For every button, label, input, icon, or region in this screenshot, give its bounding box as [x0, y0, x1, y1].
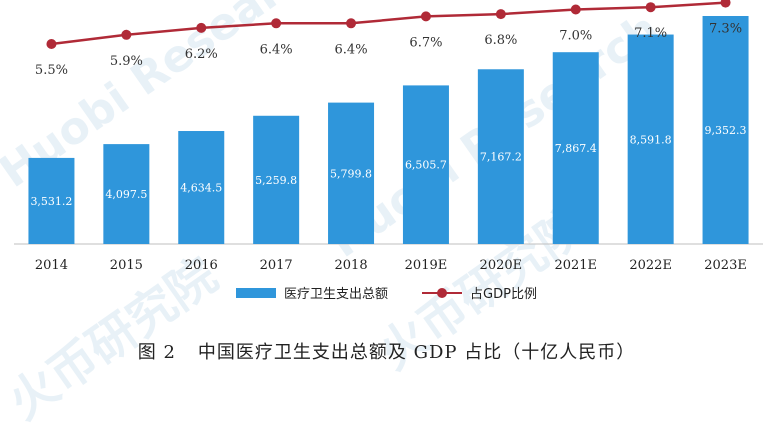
line-point	[46, 39, 57, 49]
bar-value-label: 7,867.4	[555, 142, 597, 155]
line-value-label: 7.0%	[559, 29, 592, 44]
line-point	[420, 11, 431, 22]
bar-value-label: 7,167.2	[480, 151, 522, 164]
bar-value-label: 6,505.7	[405, 159, 447, 172]
x-tick-label: 2019E	[405, 258, 448, 273]
line-value-label: 7.3%	[709, 22, 742, 37]
line-point	[271, 18, 282, 29]
bar	[627, 34, 674, 244]
line-point	[346, 18, 357, 29]
combo-chart: 3,531.2 4,097.5 4,634.5 5,259.8 5,799.8 6,505…	[14, 0, 763, 273]
x-tick-label: 2020E	[480, 258, 523, 273]
line-value-label: 6.4%	[260, 42, 293, 57]
x-tick-label: 2022E	[629, 258, 672, 273]
bar	[253, 115, 300, 244]
x-tick-label: 2018	[335, 258, 368, 273]
line-point	[570, 4, 581, 15]
x-tick-label: 2016	[185, 258, 218, 273]
bar	[402, 85, 449, 245]
line-value-label: 6.7%	[409, 35, 442, 50]
bar-value-label: 5,799.8	[330, 167, 372, 180]
x-tick-label: 2023E	[704, 258, 747, 273]
line-value-label: 6.8%	[484, 33, 517, 48]
legend-label-bar: 医疗卫生支出总额	[284, 287, 389, 302]
bar-value-label: 5,259.8	[255, 174, 297, 187]
bar	[178, 131, 225, 244]
legend-swatch-line	[422, 287, 463, 299]
x-tick-label: 2017	[260, 258, 293, 273]
legend-item-line: 占GDP比例	[422, 283, 537, 302]
bar	[552, 52, 599, 244]
line-value-label: 6.4%	[335, 42, 368, 57]
line-point	[720, 0, 731, 8]
line-point	[495, 9, 506, 20]
line-value-label: 6.2%	[185, 47, 218, 62]
line-value-label: 5.5%	[35, 63, 68, 78]
line-series	[51, 1, 726, 46]
legend-label-line: 占GDP比例	[470, 287, 537, 302]
bar	[477, 69, 524, 244]
x-tick-label: 2015	[110, 258, 143, 273]
bar-value-label: 9,352.3	[705, 124, 747, 137]
legend-item-bar: 医疗卫生支出总额	[236, 283, 388, 302]
bar	[702, 16, 749, 244]
x-tick-label: 2021E	[554, 258, 597, 273]
bar-value-label: 3,531.2	[30, 195, 72, 208]
legend: 医疗卫生支出总额 占GDP比例	[0, 283, 773, 302]
bar	[28, 157, 75, 244]
bar	[103, 144, 150, 244]
legend-swatch-bar	[236, 287, 277, 298]
line-point	[121, 29, 132, 40]
bar-value-label: 4,097.5	[105, 188, 147, 201]
bar-value-label: 8,591.8	[630, 133, 672, 146]
bar-value-label: 4,634.5	[180, 182, 222, 195]
bar	[328, 102, 375, 244]
figure-number: 图 2	[137, 342, 176, 363]
figure-caption: 图 2 中国医疗卫生支出总额及 GDP 占比（十亿人民币）	[0, 338, 773, 364]
line-value-label: 7.1%	[634, 26, 667, 41]
line-point	[645, 2, 656, 13]
line-value-label: 5.9%	[110, 54, 143, 69]
figure-title: 中国医疗卫生支出总额及 GDP 占比（十亿人民币）	[197, 342, 636, 363]
x-tick-label: 2014	[35, 258, 68, 273]
line-point	[196, 22, 207, 33]
